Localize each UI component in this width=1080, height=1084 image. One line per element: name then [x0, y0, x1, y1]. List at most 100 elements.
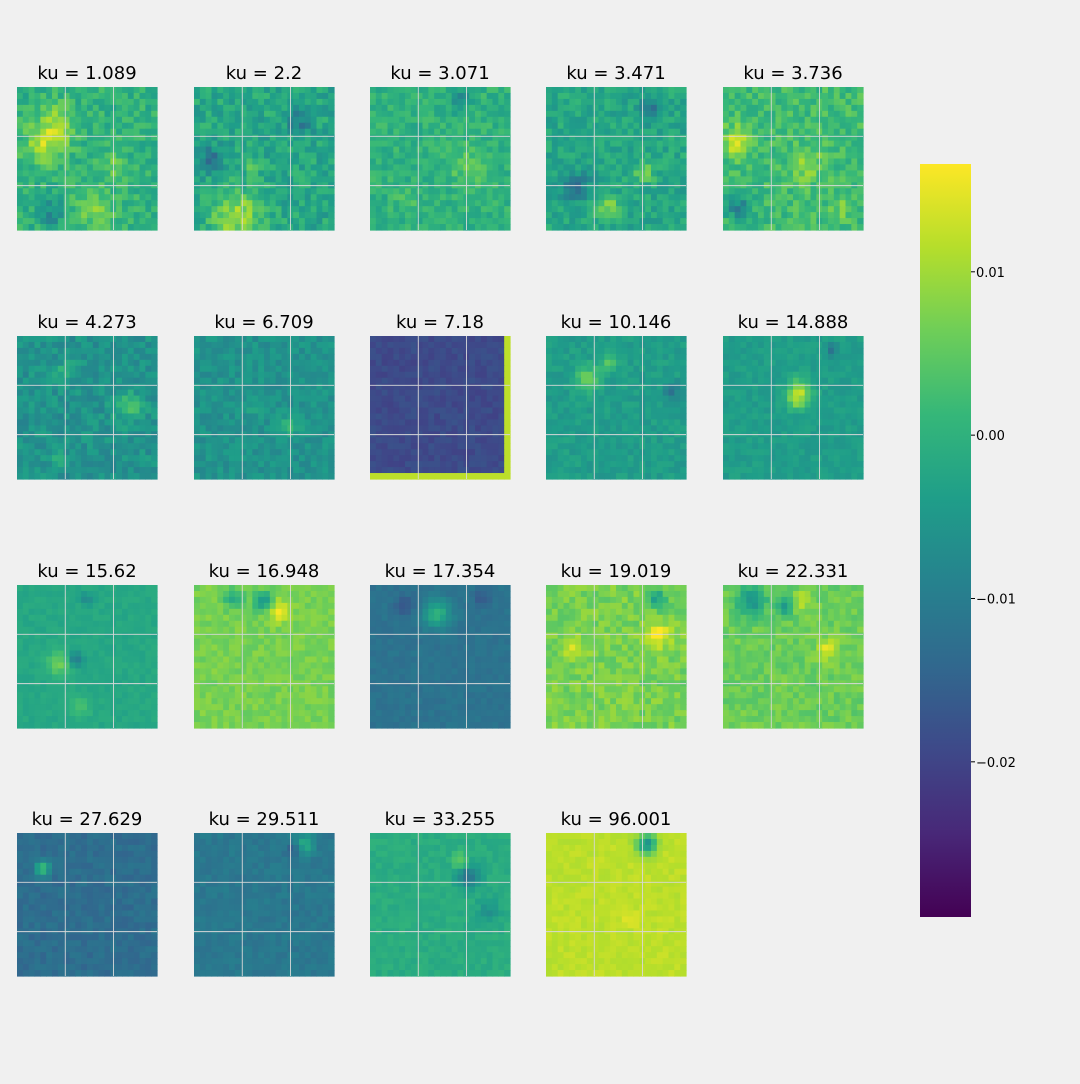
heatmap-cell [799, 206, 805, 213]
heatmap-cell [411, 111, 417, 118]
heatmap-cell [99, 218, 105, 225]
heatmap-cell [93, 129, 99, 136]
heatmap-cell [651, 99, 657, 106]
heatmap-cell [651, 147, 657, 154]
heatmap-cell [628, 170, 634, 177]
heatmap-cell [799, 153, 805, 160]
heatmap-cell [370, 449, 376, 456]
heatmap-cell [17, 129, 23, 136]
heatmap-cell [663, 378, 669, 385]
heatmap-cell [475, 147, 481, 154]
heatmap-cell [634, 141, 640, 148]
heatmap-cell [634, 206, 640, 213]
heatmap-cell [311, 188, 317, 195]
heatmap-cell [575, 206, 581, 213]
heatmap-cell [64, 449, 70, 456]
heatmap-cell [399, 159, 405, 166]
heatmap-cell [223, 93, 229, 100]
heatmap-cell [75, 348, 81, 355]
heatmap-cell [206, 212, 212, 219]
heatmap-cell [452, 129, 458, 136]
heatmap-cell [99, 117, 105, 124]
heatmap-cell [99, 123, 105, 130]
heatmap-cell [223, 164, 229, 171]
heatmap-cell [145, 194, 151, 201]
heatmap-cell [17, 461, 23, 468]
heatmap-cell [376, 188, 382, 195]
heatmap-cell [35, 378, 41, 385]
heatmap-cell [493, 99, 499, 106]
heatmap-cell [388, 200, 394, 207]
heatmap-cell [610, 396, 616, 403]
heatmap-cell [64, 425, 70, 432]
heatmap-cell [770, 188, 776, 195]
heatmap-cell [116, 342, 122, 349]
heatmap-cell [434, 408, 440, 415]
heatmap-cell [116, 384, 122, 391]
heatmap-cell [645, 153, 651, 160]
heatmap-cell [828, 200, 834, 207]
heatmap-cell [811, 135, 817, 142]
heatmap-cell [206, 384, 212, 391]
heatmap-cell [17, 390, 23, 397]
heatmap-cell [145, 93, 151, 100]
heatmap-cell [741, 87, 747, 94]
heatmap-cell [206, 218, 212, 225]
heatmap-cell [493, 93, 499, 100]
heatmap-cell [134, 467, 140, 474]
heatmap-cell [674, 336, 680, 343]
heatmap-cell [475, 390, 481, 397]
heatmap-cell [75, 224, 81, 231]
heatmap-cell [458, 141, 464, 148]
heatmap-cell [575, 384, 581, 391]
heatmap-cell [758, 111, 764, 118]
heatmap-cell [599, 206, 605, 213]
heatmap-cell [134, 117, 140, 124]
heatmap-cell [317, 473, 323, 480]
heatmap-cell [217, 348, 223, 355]
heatmap-cell [206, 117, 212, 124]
heatmap-cell [428, 224, 434, 231]
heatmap-cell [417, 129, 423, 136]
heatmap-cell [417, 461, 423, 468]
heatmap-cell [70, 147, 76, 154]
heatmap-cell [264, 396, 270, 403]
heatmap-cell [504, 99, 510, 106]
heatmap-cell [81, 111, 87, 118]
heatmap-cell [593, 390, 599, 397]
heatmap-cell [729, 170, 735, 177]
heatmap-cell [212, 93, 218, 100]
heatmap-cell [764, 218, 770, 225]
heatmap-cell [134, 159, 140, 166]
heatmap-cell [657, 390, 663, 397]
heatmap-cell [776, 188, 782, 195]
heatmap-cell [328, 164, 334, 171]
heatmap-cell [581, 87, 587, 94]
heatmap-cell [723, 194, 729, 201]
heatmap-cell [834, 200, 840, 207]
heatmap-cell [299, 455, 305, 462]
heatmap-cell [93, 99, 99, 106]
heatmap-cell [593, 336, 599, 343]
heatmap-cell [134, 360, 140, 367]
heatmap-cell [569, 378, 575, 385]
heatmap-cell [200, 354, 206, 361]
heatmap-cell [116, 206, 122, 213]
heatmap-cell [458, 342, 464, 349]
heatmap-cell [64, 402, 70, 409]
heatmap-cell [669, 194, 675, 201]
heatmap-cell [264, 402, 270, 409]
heatmap-cell [223, 129, 229, 136]
heatmap-cell [370, 135, 376, 142]
heatmap-cell [388, 176, 394, 183]
heatmap-cell [40, 212, 46, 219]
heatmap-cell [569, 159, 575, 166]
heatmap-cell [194, 159, 200, 166]
heatmap-cell [200, 396, 206, 403]
heatmap-cell [134, 354, 140, 361]
heatmap-cell [140, 194, 146, 201]
heatmap-cell [493, 396, 499, 403]
heatmap-cell [657, 354, 663, 361]
heatmap-cell [857, 159, 863, 166]
heatmap-cell [593, 135, 599, 142]
